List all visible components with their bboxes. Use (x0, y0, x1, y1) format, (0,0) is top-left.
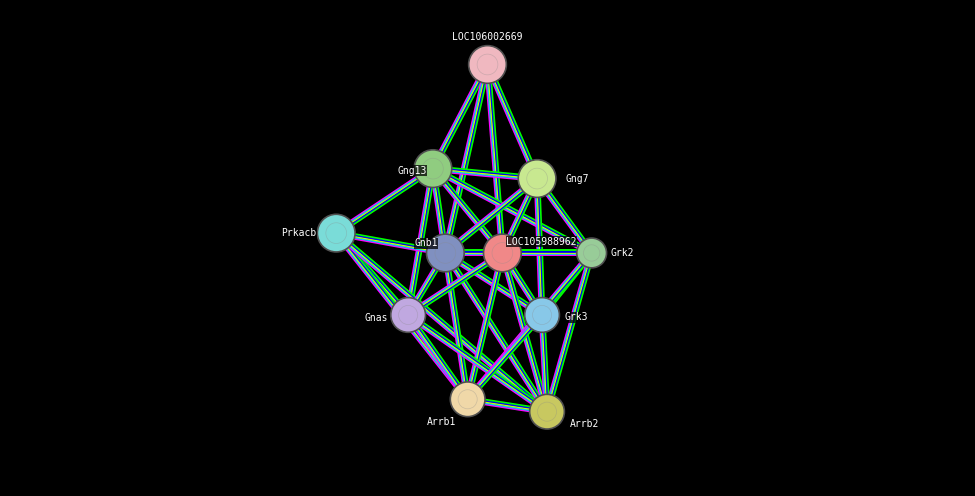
Text: Prkacb: Prkacb (281, 228, 316, 238)
Circle shape (469, 46, 506, 83)
Circle shape (519, 160, 556, 197)
Circle shape (414, 150, 451, 187)
Circle shape (422, 158, 444, 179)
Circle shape (526, 168, 548, 189)
Circle shape (583, 245, 600, 261)
Circle shape (318, 214, 355, 252)
Text: Gng7: Gng7 (566, 174, 589, 184)
Text: Gnas: Gnas (365, 313, 388, 323)
Text: LOC105988962: LOC105988962 (506, 237, 577, 247)
Circle shape (529, 394, 565, 429)
Text: Gnb1: Gnb1 (414, 238, 438, 248)
Text: Arrb2: Arrb2 (569, 419, 599, 429)
Circle shape (484, 234, 522, 272)
Circle shape (391, 298, 425, 332)
Circle shape (577, 238, 606, 268)
Circle shape (458, 390, 477, 409)
Circle shape (326, 223, 346, 244)
Text: Grk3: Grk3 (565, 312, 588, 322)
Circle shape (435, 243, 455, 263)
Circle shape (450, 382, 485, 417)
Text: LOC106002669: LOC106002669 (452, 32, 523, 42)
Text: Grk2: Grk2 (610, 248, 634, 258)
Circle shape (525, 298, 560, 332)
Text: Arrb1: Arrb1 (427, 417, 456, 427)
Circle shape (477, 54, 498, 75)
Circle shape (492, 243, 513, 263)
Circle shape (532, 306, 552, 324)
Circle shape (537, 402, 557, 421)
Circle shape (399, 306, 417, 324)
Circle shape (426, 234, 464, 272)
Text: Gng13: Gng13 (398, 166, 427, 176)
